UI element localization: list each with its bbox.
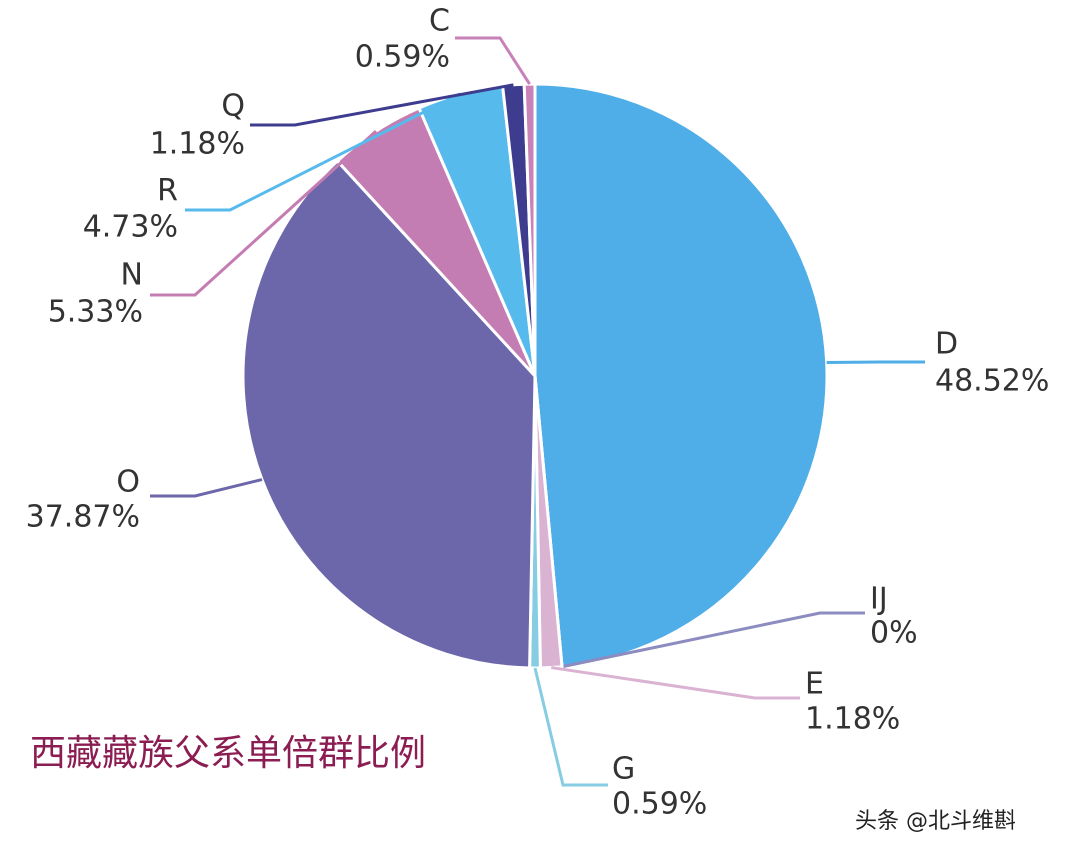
pie-slice [533,82,829,669]
value-label: 0.59% [612,787,707,822]
category-label: O [116,465,140,500]
category-label: Q [221,89,245,124]
leader-line [551,666,800,700]
value-label: 4.73% [83,210,178,245]
pie-slice [522,82,537,377]
leader-line [150,129,377,297]
category-label: D [935,327,958,362]
value-label: 0% [870,616,918,651]
watermark: 头条 @北斗维斟 [855,809,1016,834]
category-label: G [612,752,635,787]
category-label: E [805,667,824,702]
value-label: 37.87% [26,500,140,535]
leader-line [455,36,531,85]
chart-title: 西藏藏族父系单倍群比例 [30,733,426,774]
category-label: IJ [870,582,888,617]
category-label: C [429,4,450,39]
pie-slice [241,158,537,670]
value-label: 48.52% [935,364,1049,399]
category-label: N [121,258,143,293]
value-label: 1.18% [805,702,900,737]
value-label: 0.59% [355,40,450,75]
value-label: 1.18% [150,127,245,162]
leader-line [150,478,263,498]
category-label: R [157,174,178,209]
leader-line [533,667,608,787]
leader-line [561,611,865,669]
leader-line [250,83,514,127]
value-label: 5.33% [48,295,143,330]
leader-line [185,92,461,212]
